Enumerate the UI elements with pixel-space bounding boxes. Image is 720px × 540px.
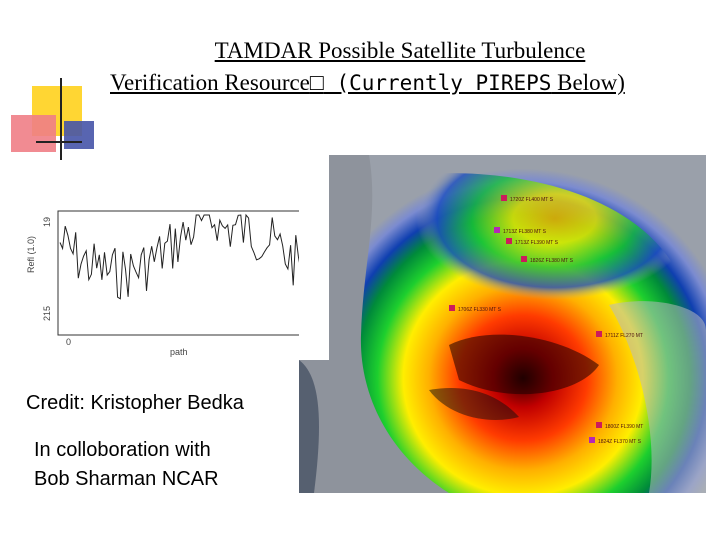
reflectivity-line-plot: Refl (1.0) 19 215 0 100 path [24,203,330,361]
pirep-marker [521,256,527,262]
pirep-label: 1711Z FL270 MT [605,333,643,339]
slide-title-line1: TAMDAR Possible Satellite Turbulence [214,38,586,63]
plot-x-tick-left: 0 [66,337,71,347]
collaboration-line1: In colloboration with [34,439,211,461]
title-line2-end: Below) [551,70,625,95]
pirep-marker [501,195,507,201]
collaboration-text: In colloboration with Bob Sharman NCAR [34,436,284,494]
pirep-marker [589,437,595,443]
satellite-image: 1720Z FL400 MT S 1713Z FL380 MT S 1713Z FL… [299,155,706,493]
title-line2-mono: (Currently PIREPS [323,71,552,95]
pirep-label: 1720Z FL400 MT S [510,197,554,203]
plot-frame [57,210,325,336]
pirep-marker [596,331,602,337]
decor-red-square [11,115,56,152]
plot-y-tick-bottom: 215 [42,306,52,321]
pirep-label: 1800Z FL390 MT [605,424,643,430]
plot-y-tick-top: 19 [42,217,52,227]
pirep-label: 1706Z FL330 MT S [458,307,502,313]
pirep-label: 1713Z FL380 MT S [503,229,547,235]
pirep-label: 1826Z FL380 MT S [530,258,574,264]
pirep-label: 1713Z FL390 MT S [515,240,559,246]
decor-vertical-line [60,78,62,160]
pirep-markers: 1720Z FL400 MT S 1713Z FL380 MT S 1713Z FL… [449,195,643,445]
title-line2-symbol: □ [309,70,324,95]
pirep-marker [449,305,455,311]
pirep-marker [494,227,500,233]
pirep-marker [596,422,602,428]
decor-horizontal-line [36,141,82,143]
title-line2-text: Verification Resource [110,70,310,95]
pirep-label: 1824Z FL370 MT S [598,439,642,445]
slide-title-line2: Verification Resource□ (Currently PIREPS… [110,70,700,96]
collaboration-line2: Bob Sharman NCAR [34,468,219,490]
credit-text: Credit: Kristopher Bedka [26,392,244,414]
plot-x-label: path [170,347,188,357]
decor-blue-square [64,121,94,149]
plot-series-line [59,213,323,300]
pirep-marker [506,238,512,244]
plot-y-label: Refl (1.0) [26,236,36,273]
